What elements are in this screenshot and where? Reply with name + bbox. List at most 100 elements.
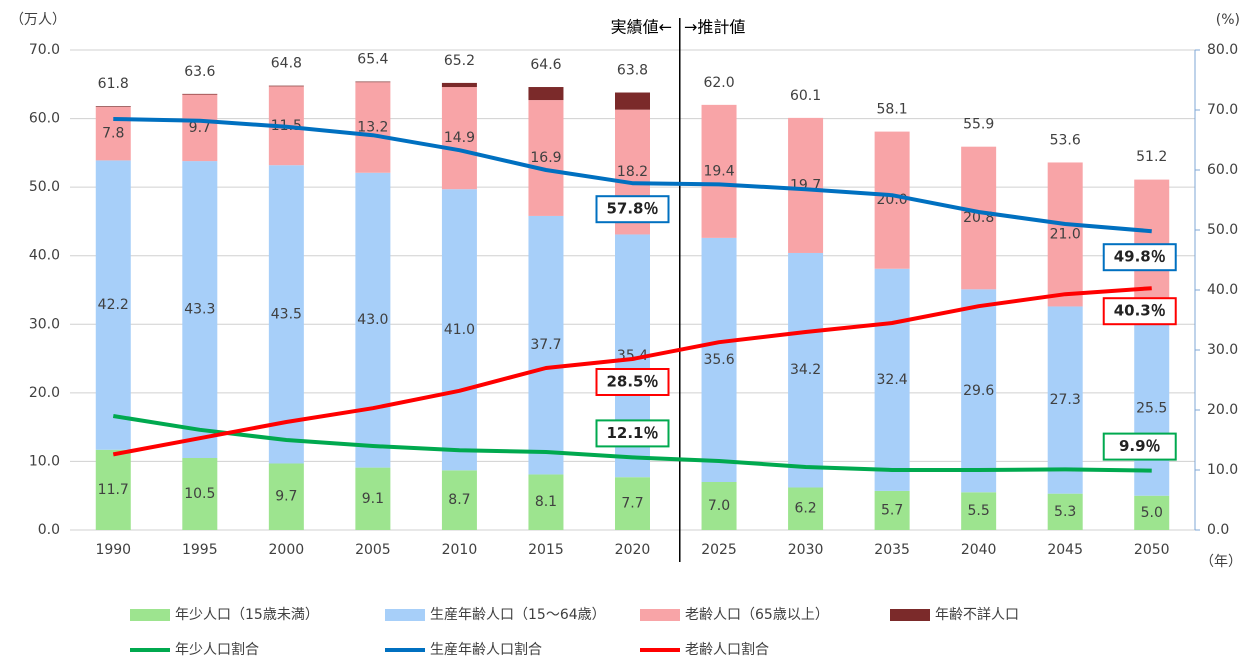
total-label: 63.8 (617, 63, 648, 79)
bar-value-label: 34.2 (790, 362, 821, 378)
bar-value-label: 9.7 (275, 489, 297, 505)
bar-value-label: 7.8 (102, 126, 124, 142)
ratio-line (112, 414, 1152, 473)
bar-value-label: 14.9 (444, 130, 475, 146)
legend-label: 年少人口（15歳未満） (175, 607, 319, 623)
bar-segment (528, 215, 564, 475)
x-tick-label: 2005 (355, 542, 391, 558)
bar-segment (528, 474, 564, 530)
bar-segment (441, 87, 477, 190)
bar-value-label: 19.4 (703, 163, 734, 179)
total-label: 60.1 (790, 88, 821, 104)
y-tick-label: 10.0 (29, 453, 60, 469)
bar-segment (961, 146, 997, 290)
bar-segment (701, 104, 737, 238)
bar-segment (182, 161, 218, 459)
bar-value-label: 21.0 (1050, 226, 1081, 242)
bar-segment (355, 81, 391, 83)
bar-segment (528, 100, 564, 216)
x-tick-label: 2015 (528, 542, 564, 558)
y2-tick-label: 0.0 (1207, 522, 1229, 538)
bar-segment (1134, 495, 1170, 530)
bar-value-label: 29.6 (963, 383, 994, 399)
annotation-box (595, 368, 670, 396)
total-label: 65.4 (357, 52, 388, 68)
bar-segment (788, 487, 824, 530)
y2-tick-label: 30.0 (1207, 342, 1238, 358)
annotation-box (1102, 432, 1177, 461)
annotation-box (595, 419, 670, 448)
bar-segment (874, 490, 910, 530)
bar-segment (95, 106, 131, 107)
bar-segment (95, 160, 131, 450)
bar-value-label: 8.1 (535, 494, 557, 510)
x-tick-label: 1990 (95, 542, 131, 558)
bar-segment (1047, 493, 1083, 530)
bar-segment (961, 289, 997, 493)
annotation-label: 40.3％ (1114, 302, 1166, 320)
bar-segment (95, 106, 131, 161)
bar-value-label: 16.9 (530, 150, 561, 166)
y2-tick-label: 40.0 (1207, 282, 1238, 298)
bar-value-label: 43.3 (184, 302, 215, 318)
x-tick-label: 2000 (269, 542, 305, 558)
bar-segment (788, 252, 824, 488)
bar-value-label: 9.7 (189, 120, 211, 136)
bar-value-label: 10.5 (184, 486, 215, 502)
x-tick-label: 2010 (442, 542, 478, 558)
y-axis-label: （万人） (10, 12, 66, 28)
y-tick-label: 60.0 (29, 111, 60, 127)
bar-segment (441, 82, 477, 88)
legend-label: 老齢人口割合 (685, 641, 769, 658)
bar-value-label: 41.0 (444, 322, 475, 338)
legend-label: 年少人口割合 (175, 641, 259, 658)
bar-segment (355, 467, 391, 530)
bar-segment (268, 463, 304, 530)
y-tick-label: 20.0 (29, 385, 60, 401)
bar-value-label: 5.7 (881, 502, 903, 518)
annotation-box (1102, 243, 1177, 272)
total-label: 61.8 (98, 76, 129, 92)
bar-value-label: 18.2 (617, 164, 648, 180)
total-label: 63.6 (184, 64, 215, 80)
bar-value-label: 6.2 (794, 501, 816, 517)
total-label: 51.2 (1136, 149, 1167, 165)
bar-segment (615, 92, 650, 110)
annotation-label: 49.8％ (1114, 248, 1166, 266)
bar-value-label: 9.1 (362, 491, 384, 507)
y2-tick-label: 20.0 (1207, 402, 1238, 418)
bar-value-label: 35.6 (703, 352, 734, 368)
annotation-label: 28.5％ (606, 373, 658, 391)
bar-value-label: 5.5 (968, 503, 990, 519)
y-tick-label: 40.0 (29, 248, 60, 264)
annotation-label: 12.1％ (606, 424, 658, 442)
y2-axis-label: (%) (1216, 12, 1240, 28)
ratio-line (112, 286, 1152, 457)
bar-segment (874, 131, 910, 269)
y2-tick-label: 60.0 (1207, 162, 1238, 178)
bar-value-label: 43.0 (357, 312, 388, 328)
y-tick-label: 70.0 (29, 42, 60, 58)
bar-segment (355, 172, 391, 468)
bar-segment (788, 117, 824, 253)
total-label: 65.2 (444, 53, 475, 69)
bar-value-label: 5.3 (1054, 504, 1076, 520)
y2-tick-label: 70.0 (1207, 102, 1238, 118)
ratio-line (113, 117, 1152, 234)
annotation-label: 9.9％ (1119, 437, 1161, 455)
bar-segment (1047, 162, 1083, 307)
total-label: 64.8 (271, 56, 302, 72)
x-tick-label: 2050 (1134, 542, 1170, 558)
bar-value-label: 25.5 (1136, 400, 1167, 416)
bar-segment (268, 165, 304, 464)
bar-segment (615, 477, 650, 530)
bar-segment (441, 189, 477, 471)
legend-label: 年齢不詳人口 (935, 607, 1019, 623)
x-tick-label: 2035 (874, 542, 910, 558)
total-label: 62.0 (703, 75, 734, 91)
bar-value-label: 5.0 (1141, 505, 1163, 521)
bar-segment (1134, 320, 1170, 496)
legend-label: 老齢人口（65歳以上） (685, 607, 829, 623)
